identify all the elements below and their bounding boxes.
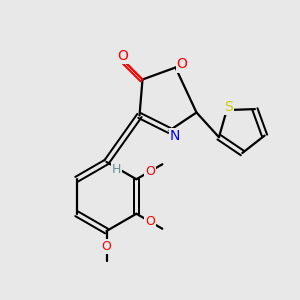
Text: S: S <box>224 100 233 114</box>
Text: O: O <box>102 240 111 253</box>
Text: O: O <box>145 215 155 228</box>
Text: O: O <box>145 165 155 178</box>
Text: H: H <box>112 163 122 176</box>
Text: O: O <box>177 58 188 71</box>
Text: N: N <box>170 129 180 143</box>
Text: O: O <box>118 49 128 63</box>
